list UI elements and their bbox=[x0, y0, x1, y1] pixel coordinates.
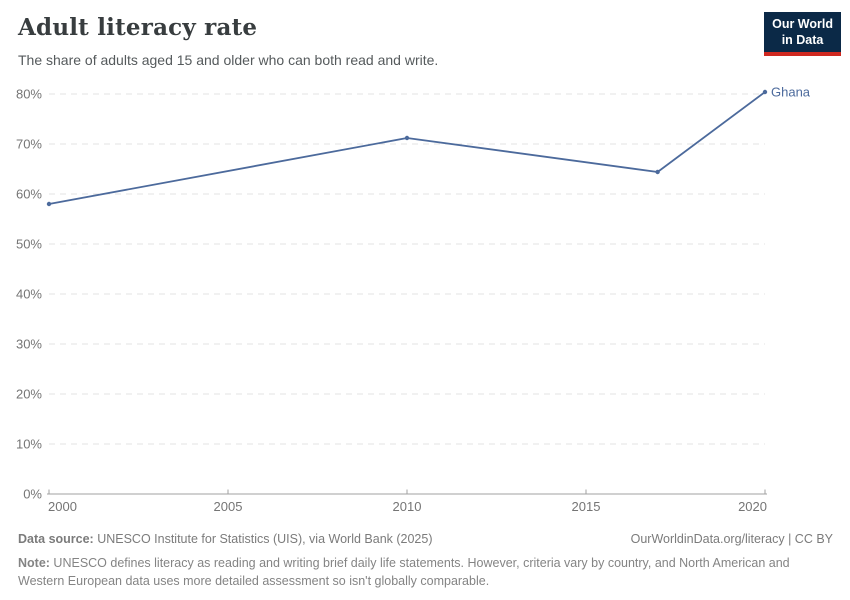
owid-logo-line1: Our World bbox=[772, 17, 833, 31]
x-tick-label: 2020 bbox=[738, 499, 767, 514]
data-point[interactable] bbox=[404, 135, 410, 141]
note-label: Note: bbox=[18, 556, 50, 570]
x-tick-label: 2015 bbox=[572, 499, 601, 514]
owid-logo[interactable]: Our World in Data bbox=[764, 12, 841, 56]
data-source-text: UNESCO Institute for Statistics (UIS), v… bbox=[93, 532, 433, 546]
data-source-label: Data source: bbox=[18, 532, 94, 546]
x-tick-label: 2005 bbox=[214, 499, 243, 514]
y-tick-label: 20% bbox=[16, 387, 42, 402]
data-point[interactable] bbox=[762, 89, 768, 95]
series-label-ghana[interactable]: Ghana bbox=[771, 85, 811, 100]
owid-logo-line2: in Data bbox=[781, 33, 824, 48]
attribution-link[interactable]: OurWorldinData.org/literacy | CC BY bbox=[630, 532, 833, 546]
note-text: UNESCO defines literacy as reading and w… bbox=[18, 556, 790, 589]
chart-subtitle: The share of adults aged 15 and older wh… bbox=[18, 52, 439, 68]
footer-source-row: Data source: UNESCO Institute for Statis… bbox=[18, 532, 833, 546]
y-tick-label: 0% bbox=[23, 487, 42, 502]
y-tick-label: 50% bbox=[16, 237, 42, 252]
x-tick-label: 2000 bbox=[48, 499, 77, 514]
y-tick-label: 80% bbox=[16, 87, 42, 102]
y-tick-label: 70% bbox=[16, 137, 42, 152]
data-point[interactable] bbox=[46, 201, 52, 207]
chart-title: Adult literacy rate bbox=[18, 14, 258, 41]
y-tick-label: 60% bbox=[16, 187, 42, 202]
y-tick-label: 40% bbox=[16, 287, 42, 302]
y-tick-label: 10% bbox=[16, 437, 42, 452]
data-source: Data source: UNESCO Institute for Statis… bbox=[18, 532, 433, 546]
footer-note: Note: UNESCO defines literacy as reading… bbox=[18, 554, 833, 590]
x-tick-label: 2010 bbox=[393, 499, 422, 514]
y-tick-label: 30% bbox=[16, 337, 42, 352]
series-line-ghana[interactable] bbox=[48, 91, 766, 205]
data-point[interactable] bbox=[655, 169, 660, 175]
